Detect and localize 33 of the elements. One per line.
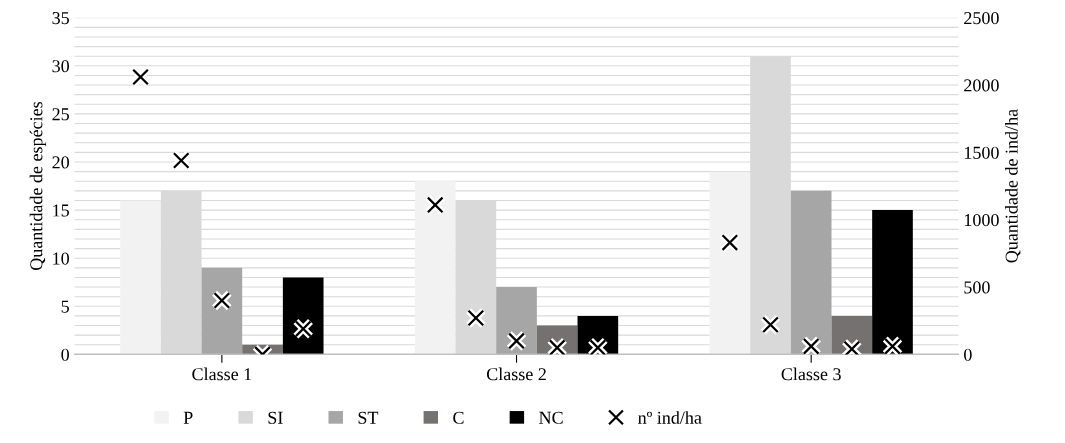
legend-label: ST bbox=[358, 411, 379, 424]
legend-label: C bbox=[453, 411, 464, 424]
y2-tick-label: 1000 bbox=[964, 213, 999, 227]
y-tick-label: 25 bbox=[52, 108, 69, 121]
bar bbox=[790, 190, 832, 355]
y-tick-label: 30 bbox=[52, 60, 69, 73]
y-tick-label: 0 bbox=[61, 348, 69, 361]
legend-label: nº ind/ha bbox=[638, 411, 702, 424]
y-tick-label: 35 bbox=[52, 12, 69, 25]
x-tick-label: Classe 3 bbox=[781, 367, 841, 381]
y2-tick-label: 2500 bbox=[964, 11, 999, 25]
y-tick-label: 20 bbox=[52, 156, 69, 169]
legend-label: P bbox=[183, 411, 193, 424]
y2-tick-label: 0 bbox=[964, 348, 972, 361]
y-tick-label: 5 bbox=[61, 300, 69, 313]
bar bbox=[709, 171, 751, 355]
y2-tick-label: 1500 bbox=[964, 146, 999, 159]
legend-label: SI bbox=[268, 411, 283, 424]
y2-tick-label: 500 bbox=[964, 281, 990, 294]
bar bbox=[120, 200, 161, 355]
bar bbox=[414, 181, 456, 355]
x-tick-label: Classe 1 bbox=[192, 367, 252, 381]
y-tick-label: 10 bbox=[53, 252, 69, 265]
y-axis-title: Quantidade de espécies bbox=[29, 101, 47, 271]
bar bbox=[872, 210, 913, 355]
legend-label: NC bbox=[539, 411, 563, 424]
y2-axis-title: Quantidade de ind/ha bbox=[1005, 109, 1021, 263]
bar bbox=[201, 267, 243, 355]
x-tick-label: Classe 2 bbox=[486, 367, 546, 381]
bar bbox=[496, 287, 537, 355]
bar bbox=[282, 277, 324, 355]
y-tick-label: 15 bbox=[53, 204, 69, 217]
y2-tick-label: 2000 bbox=[964, 79, 999, 92]
